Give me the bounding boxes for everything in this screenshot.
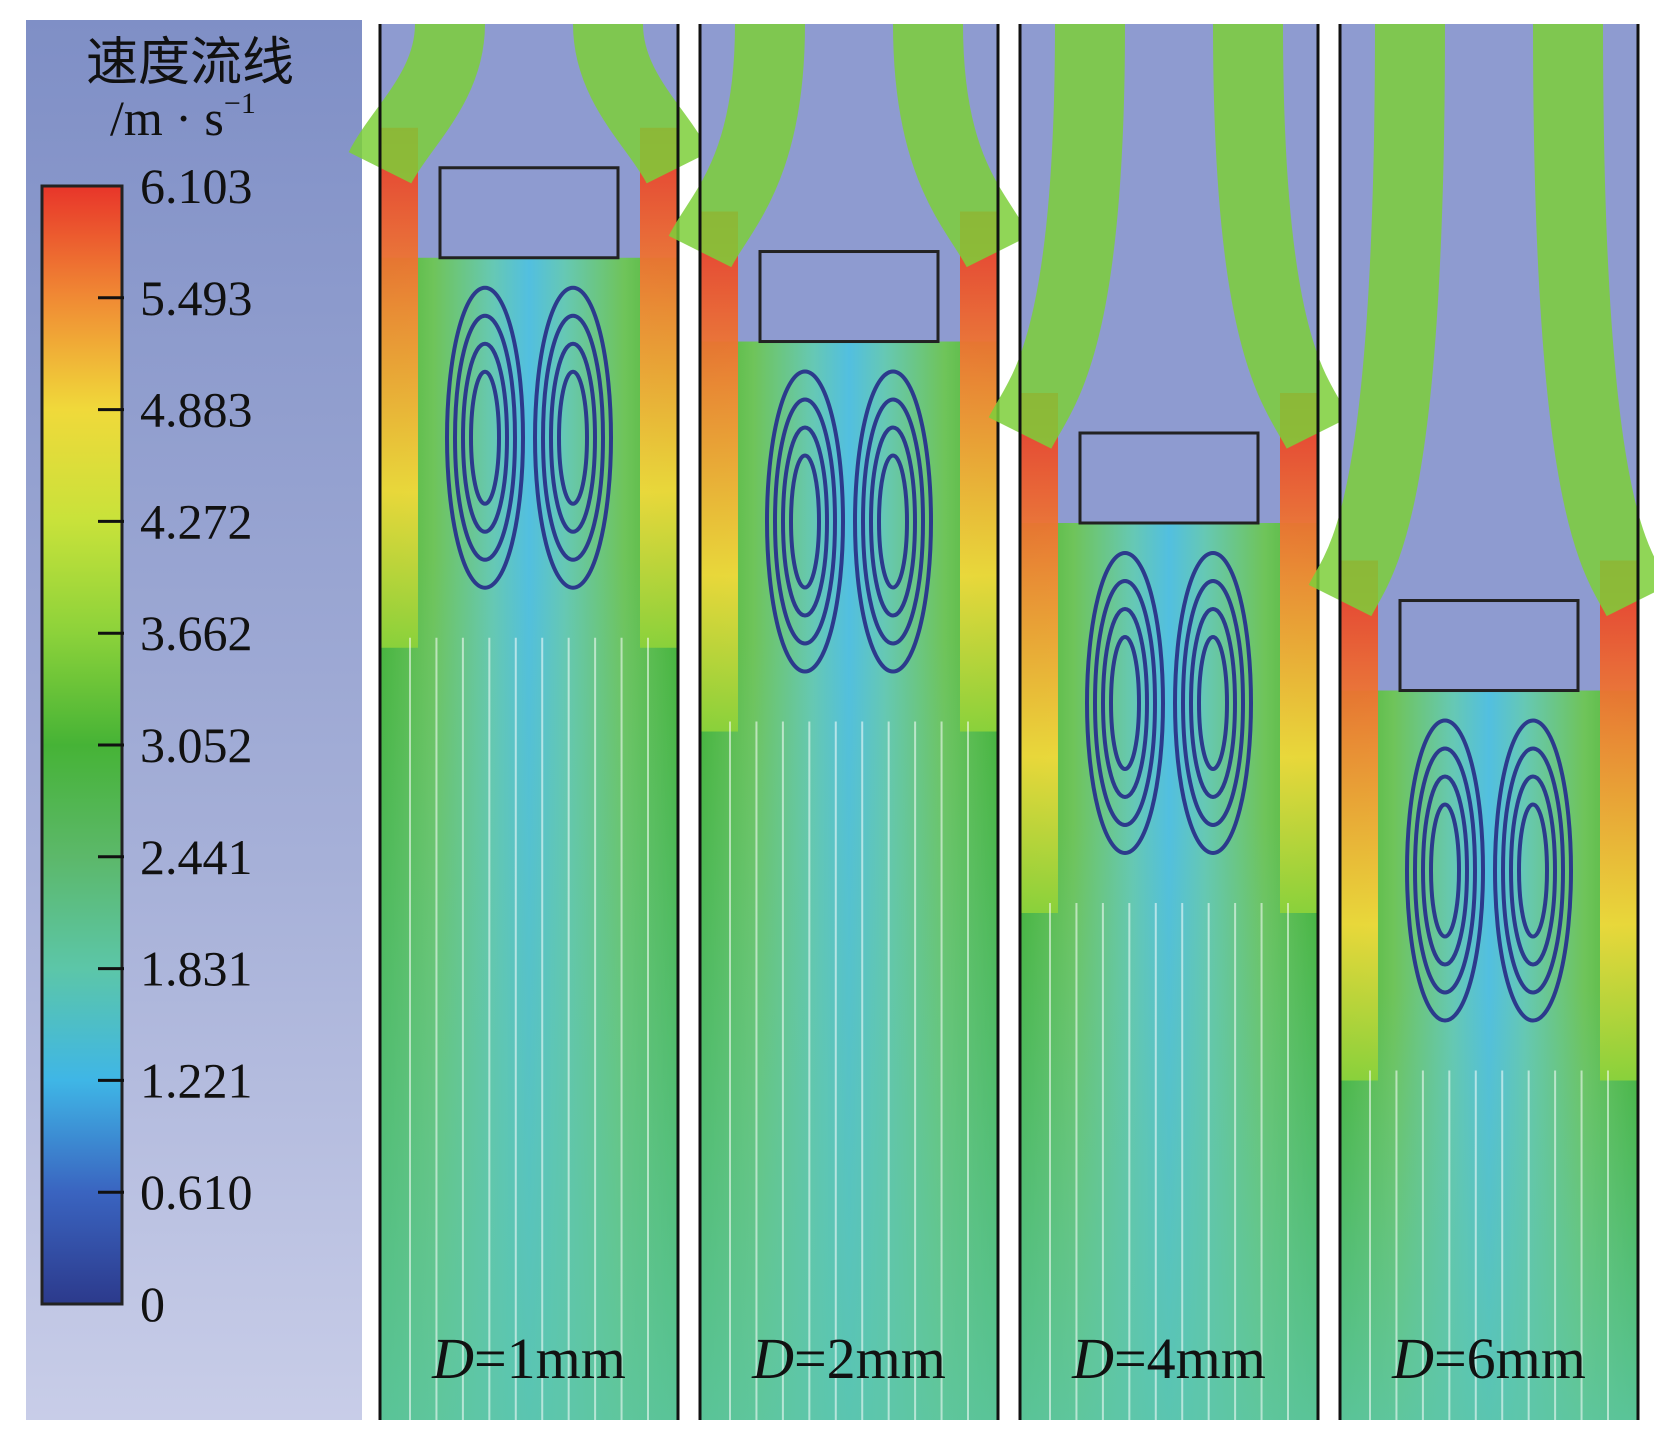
- panel-label-value: =1mm: [474, 1326, 626, 1391]
- colorbar-tick-label: 3.662: [140, 605, 253, 661]
- panel-label: D=6mm: [1391, 1326, 1586, 1391]
- vortex-streamline: [1101, 607, 1149, 799]
- far-wake-fade: [1020, 823, 1318, 1420]
- panel-label-variable: D: [1071, 1326, 1114, 1391]
- panel-label-value: =2mm: [794, 1326, 946, 1391]
- inlet-stream-left: [1308, 23, 1445, 617]
- vortex-streamline: [469, 369, 501, 506]
- vortex-streamline: [1181, 579, 1245, 827]
- vortex-streamline: [781, 425, 829, 618]
- colorbar-ticks: 6.103 5.493 4.883 4.272 3.662 3.052 2.441 1.831…: [98, 158, 253, 1332]
- left-jet: [1020, 393, 1058, 913]
- panel-label-variable: D: [431, 1326, 474, 1391]
- vortex-streamline: [533, 285, 613, 590]
- vortex-streamline: [1493, 718, 1573, 1023]
- vortex-streamline: [1085, 551, 1165, 855]
- flow-panel: D=6mm: [1308, 23, 1654, 1420]
- vortex-streamline: [1509, 774, 1557, 967]
- flow-panel: D=4mm: [988, 23, 1350, 1420]
- left-jet: [700, 211, 738, 732]
- panel-label-variable: D: [1391, 1326, 1434, 1391]
- vortex-streamline: [1093, 579, 1157, 827]
- panel-label: D=1mm: [431, 1326, 626, 1391]
- colorbar-tick-label: 1.221: [140, 1052, 253, 1108]
- inlet-stream-right: [573, 22, 710, 185]
- vortex-streamline: [1109, 635, 1141, 771]
- flow-panel: D=2mm: [668, 23, 1030, 1420]
- obstacle-block: [758, 250, 940, 344]
- panels: D=1mm D=2mm D=4mm D=6mm: [348, 22, 1654, 1420]
- vortex-streamline: [541, 313, 605, 562]
- left-jet: [380, 127, 418, 648]
- right-jet: [640, 127, 678, 648]
- legend-unit-prefix: /m · s: [110, 90, 224, 146]
- vortex-streamline: [861, 397, 925, 646]
- far-wake-fade: [1340, 990, 1638, 1420]
- colorbar-tick-label: 6.103: [140, 158, 253, 214]
- vortex-streamline: [461, 341, 509, 534]
- colorbar-tick-label: 3.052: [140, 717, 253, 773]
- colorbar-tick-label: 5.493: [140, 270, 253, 326]
- inlet-stream-right: [893, 23, 1030, 269]
- obstacle-block: [1078, 431, 1260, 525]
- inlet-stream-right: [1533, 23, 1654, 617]
- inlet-stream-right: [1213, 23, 1350, 450]
- inlet-stream-left: [988, 23, 1125, 450]
- vortex-streamline: [877, 453, 909, 590]
- vortex-streamline: [445, 285, 525, 590]
- vortex-streamline: [765, 369, 845, 674]
- vortex-streamline: [869, 425, 917, 618]
- colorbar-tick-label: 0.610: [140, 1164, 253, 1220]
- inlet-stream-left: [348, 22, 485, 185]
- panel-label-value: =6mm: [1434, 1326, 1586, 1391]
- vortex-streamline: [1501, 746, 1565, 995]
- right-jet: [960, 211, 998, 732]
- vortex-streamline: [1421, 774, 1469, 967]
- vortex-streamline: [1173, 551, 1253, 855]
- vortex-streamline: [1429, 802, 1461, 939]
- flow-panel: D=1mm: [348, 22, 710, 1420]
- obstacle-block: [1398, 599, 1580, 693]
- right-jet: [1600, 560, 1638, 1081]
- legend-title: 速度流线: [86, 33, 294, 93]
- vortex-streamline: [557, 369, 589, 506]
- vortex-streamline: [1517, 802, 1549, 939]
- inlet-stream-left: [668, 23, 805, 269]
- colorbar-tick-label: 2.441: [140, 829, 253, 885]
- vortex-streamline: [789, 453, 821, 590]
- vortex-streamline: [1197, 635, 1229, 771]
- obstacle-block: [438, 166, 620, 260]
- vortex-streamline: [1189, 607, 1237, 799]
- colorbar-tick-label: 1.831: [140, 941, 253, 997]
- panel-label-variable: D: [751, 1326, 794, 1391]
- panel-label: D=4mm: [1071, 1326, 1266, 1391]
- left-jet: [1340, 560, 1378, 1081]
- vortex-streamline: [1405, 718, 1485, 1023]
- colorbar-tick-label: 4.883: [140, 382, 253, 438]
- vortex-streamline: [1413, 746, 1477, 995]
- legend-unit: /m · s−1: [110, 87, 256, 146]
- panel-label-value: =4mm: [1114, 1326, 1266, 1391]
- vortex-streamline: [853, 369, 933, 674]
- vortex-streamline: [773, 397, 837, 646]
- panel-label: D=2mm: [751, 1326, 946, 1391]
- colorbar-tick-label: 0: [140, 1276, 165, 1332]
- vortex-streamline: [453, 313, 517, 562]
- right-jet: [1280, 393, 1318, 913]
- far-wake-fade: [700, 641, 998, 1420]
- legend-panel: 速度流线 /m · s−1 6.103 5.493 4.883 4.272 3.662 3…: [26, 20, 362, 1420]
- colorbar-tick-label: 4.272: [140, 493, 253, 549]
- vortex-streamline: [549, 341, 597, 534]
- legend-unit-exponent: −1: [224, 87, 256, 120]
- far-wake-fade: [380, 557, 678, 1420]
